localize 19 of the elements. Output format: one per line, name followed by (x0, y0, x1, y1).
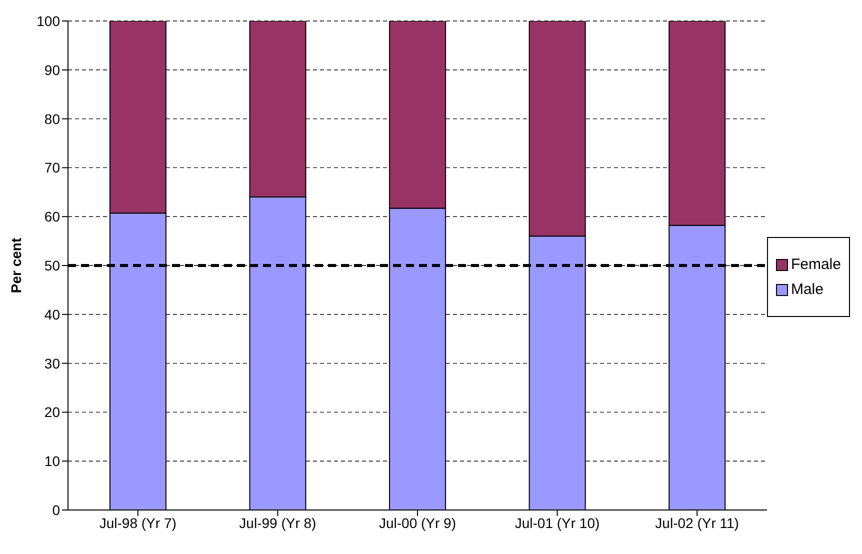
y-tick-label: 10 (44, 453, 60, 470)
legend-label: Female (790, 256, 841, 273)
legend-label: Male (790, 281, 824, 298)
y-tick-label: 60 (44, 208, 60, 225)
y-tick-label: 70 (44, 160, 60, 176)
y-tick-label: 80 (44, 110, 60, 127)
y-axis-title: Per cent (8, 238, 24, 294)
y-tick-label: 50 (44, 257, 60, 274)
x-tick-label: Jul-01 (Yr 10) (514, 514, 600, 531)
x-tick-label: Jul-99 (Yr 8) (239, 514, 316, 531)
x-tick-label: Jul-00 (Yr 9) (378, 514, 456, 531)
x-tick-label: Jul-02 (Yr 11) (655, 514, 739, 531)
y-tick-label: 30 (44, 355, 60, 372)
y-tick-label: 20 (44, 404, 60, 420)
y-tick-label: 40 (44, 306, 60, 322)
y-tick-label: 100 (36, 12, 60, 29)
y-tick-label: 0 (52, 502, 60, 518)
y-tick-label: 90 (44, 62, 60, 78)
x-tick-label: Jul-98 (Yr 7) (99, 514, 176, 531)
